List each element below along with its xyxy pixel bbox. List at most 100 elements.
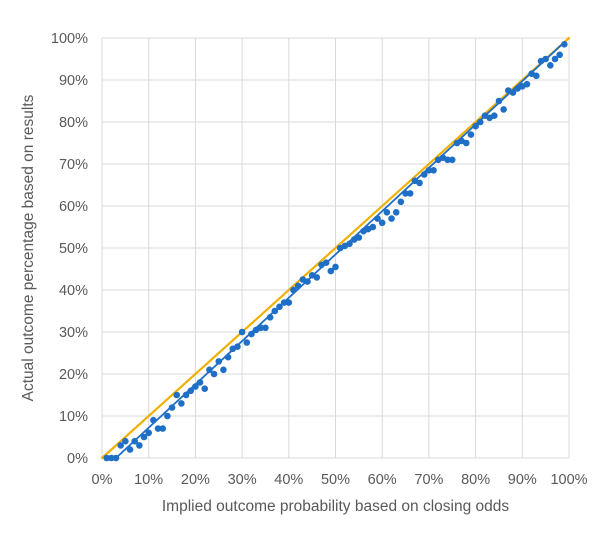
data-point bbox=[383, 209, 391, 216]
data-point bbox=[257, 324, 265, 332]
data-point bbox=[476, 118, 484, 126]
data-point bbox=[448, 156, 456, 164]
x-tick-label: 40% bbox=[274, 472, 303, 488]
data-point bbox=[262, 324, 269, 332]
data-point bbox=[136, 442, 143, 449]
x-tick-label: 10% bbox=[134, 472, 163, 488]
perfect-calibration-line bbox=[100, 36, 571, 460]
data-point bbox=[294, 282, 302, 290]
x-tick-label: 80% bbox=[461, 472, 490, 488]
x-tick-label: 30% bbox=[228, 472, 257, 488]
data-point bbox=[523, 80, 531, 88]
x-tick-label: 100% bbox=[550, 472, 587, 488]
data-point bbox=[131, 437, 138, 445]
data-point bbox=[495, 97, 503, 105]
data-point bbox=[346, 240, 353, 248]
gridlines bbox=[101, 37, 570, 459]
data-point bbox=[243, 339, 251, 346]
data-point bbox=[164, 412, 171, 420]
y-tick-label: 70% bbox=[59, 157, 88, 173]
data-point bbox=[122, 437, 129, 445]
data-point bbox=[533, 72, 540, 80]
data-point bbox=[103, 454, 110, 462]
x-axis-title: Implied outcome probability based on clo… bbox=[162, 498, 509, 515]
data-point bbox=[215, 358, 223, 365]
data-point bbox=[112, 454, 120, 462]
y-tick-label: 50% bbox=[59, 241, 88, 257]
y-tick-label: 100% bbox=[51, 31, 88, 47]
data-point bbox=[542, 55, 549, 63]
y-tick-label: 30% bbox=[59, 325, 88, 341]
x-axis-tick-labels: 0% 10% 20% 30% 40% 50% 60% 70% 80% 90% 100% bbox=[92, 472, 588, 488]
data-point bbox=[238, 328, 246, 336]
data-point bbox=[271, 307, 279, 315]
y-tick-label: 40% bbox=[59, 283, 88, 299]
y-tick-label: 10% bbox=[59, 409, 88, 425]
data-point bbox=[126, 446, 134, 453]
y-tick-label: 20% bbox=[59, 367, 88, 383]
data-point bbox=[248, 330, 255, 338]
data-point bbox=[285, 299, 293, 306]
data-point bbox=[374, 215, 381, 222]
data-point bbox=[234, 343, 241, 351]
data-point bbox=[551, 55, 559, 63]
data-point bbox=[196, 379, 204, 386]
data-point bbox=[378, 219, 386, 227]
data-point bbox=[140, 433, 148, 441]
data-point bbox=[462, 139, 470, 147]
y-axis-tick-labels: 0% 10% 20% 30% 40% 50% 60% 70% 80% 90% 100% bbox=[51, 31, 88, 467]
data-point bbox=[430, 167, 437, 174]
data-point bbox=[556, 51, 563, 59]
data-point bbox=[182, 391, 190, 399]
data-point bbox=[150, 416, 157, 424]
data-point bbox=[290, 286, 297, 294]
data-point bbox=[406, 190, 414, 197]
data-point bbox=[192, 383, 199, 390]
y-tick-label: 80% bbox=[59, 115, 88, 131]
data-point bbox=[210, 370, 218, 378]
data-point bbox=[444, 156, 451, 164]
data-point bbox=[117, 442, 124, 449]
x-tick-label: 50% bbox=[321, 472, 350, 488]
data-point bbox=[322, 259, 330, 267]
data-point bbox=[425, 167, 433, 174]
data-point bbox=[397, 198, 405, 206]
data-point bbox=[402, 190, 409, 197]
x-tick-label: 0% bbox=[92, 472, 113, 488]
data-point bbox=[108, 454, 115, 462]
data-point bbox=[266, 314, 274, 321]
data-point bbox=[392, 209, 400, 216]
data-point bbox=[173, 391, 181, 399]
data-point bbox=[276, 303, 283, 311]
data-point bbox=[145, 429, 152, 437]
data-point bbox=[313, 274, 321, 281]
data-point bbox=[327, 267, 335, 275]
data-point bbox=[178, 400, 185, 407]
x-tick-label: 90% bbox=[508, 472, 537, 488]
y-tick-label: 0% bbox=[67, 451, 88, 467]
data-point bbox=[187, 387, 195, 395]
data-point bbox=[154, 425, 162, 432]
data-point bbox=[224, 353, 232, 361]
data-point bbox=[332, 263, 339, 271]
x-tick-label: 70% bbox=[414, 472, 443, 488]
y-axis-title: Actual outcome percentage based on resul… bbox=[20, 94, 37, 401]
data-point bbox=[168, 404, 176, 411]
data-point bbox=[280, 299, 288, 306]
data-point bbox=[472, 122, 479, 130]
data-point bbox=[547, 62, 554, 69]
data-point bbox=[304, 278, 311, 285]
data-point bbox=[416, 179, 423, 187]
data-point bbox=[369, 223, 377, 231]
y-tick-label: 60% bbox=[59, 199, 88, 215]
x-tick-label: 20% bbox=[181, 472, 210, 488]
data-point bbox=[206, 366, 213, 374]
data-point bbox=[509, 89, 517, 96]
data-point bbox=[490, 112, 498, 119]
data-point bbox=[355, 234, 363, 241]
data-point bbox=[220, 366, 227, 374]
data-point bbox=[500, 106, 507, 113]
data-point bbox=[467, 131, 475, 138]
